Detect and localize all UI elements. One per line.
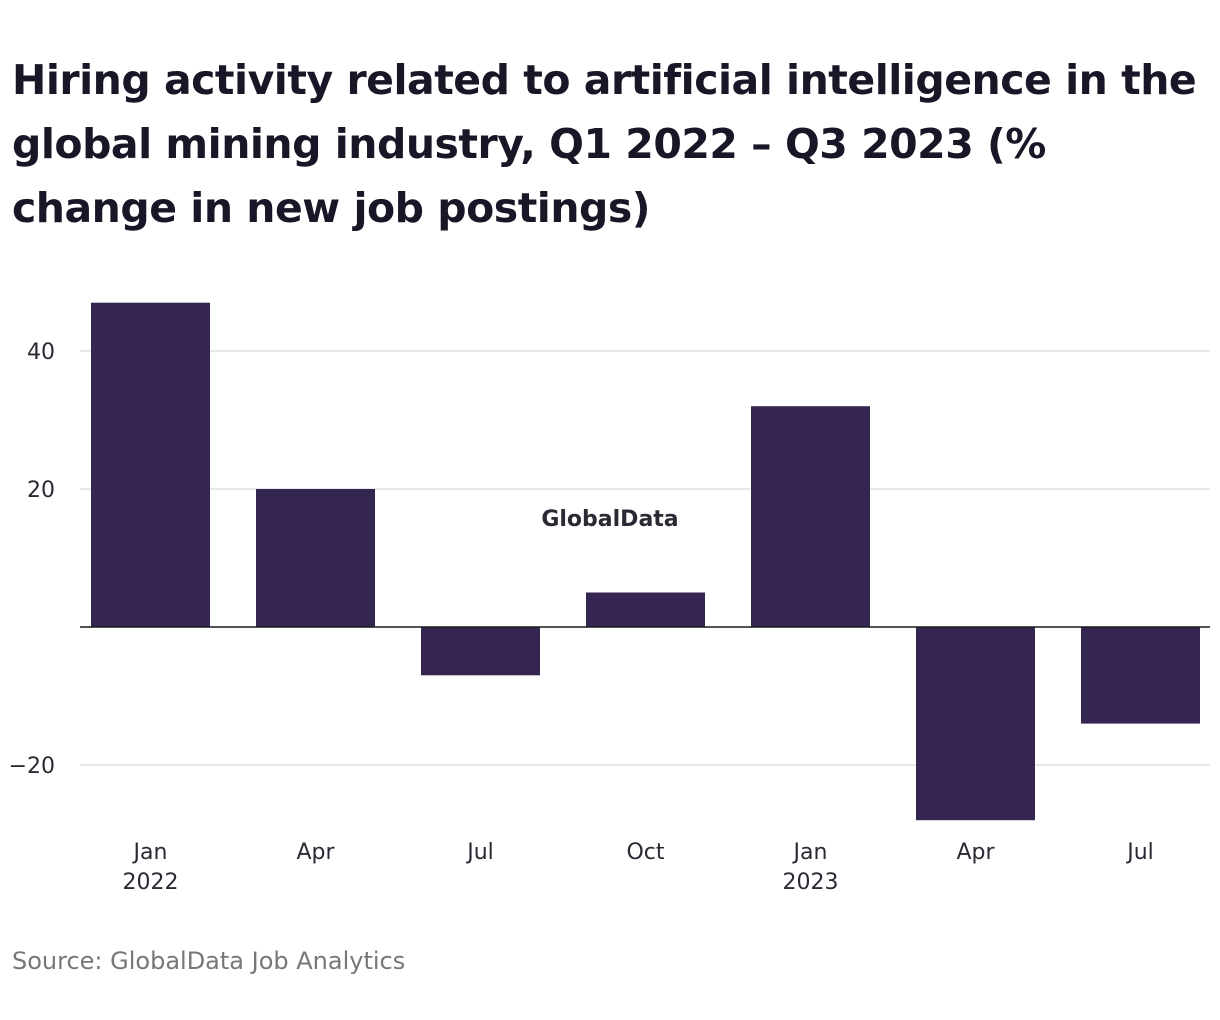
bar — [916, 627, 1035, 821]
gridlines — [80, 350, 1210, 766]
bars — [91, 302, 1200, 821]
source-note: Source: GlobalData Job Analytics — [12, 947, 406, 975]
bar — [586, 592, 705, 627]
x-axis-ticks: Jan 2022 Apr Jul Oct Jan 2023 Apr Jul — [123, 840, 1154, 895]
x-tick-label: Oct — [626, 840, 664, 865]
bar — [421, 627, 540, 676]
y-tick-label: −20 — [9, 754, 55, 779]
x-tick-label: Apr — [956, 840, 995, 865]
y-tick-label: 20 — [27, 478, 55, 503]
x-tick-year-label: 2022 — [123, 870, 179, 895]
watermark-logo: GlobalData — [541, 507, 678, 532]
x-tick-label: Jul — [465, 840, 494, 865]
y-axis-ticks: 40 20 −20 — [9, 340, 55, 779]
x-tick-label: Jul — [1125, 840, 1154, 865]
chart-title: Hiring activity related to artificial in… — [12, 56, 1197, 232]
x-tick-label: Apr — [296, 840, 335, 865]
x-tick-label: Jan — [132, 840, 168, 865]
y-tick-label: 40 — [27, 340, 55, 365]
bar — [256, 489, 375, 627]
x-tick-label: Jan — [792, 840, 828, 865]
bar — [1081, 627, 1200, 724]
bar — [91, 302, 210, 627]
x-tick-year-label: 2023 — [783, 870, 839, 895]
bar — [751, 406, 870, 627]
